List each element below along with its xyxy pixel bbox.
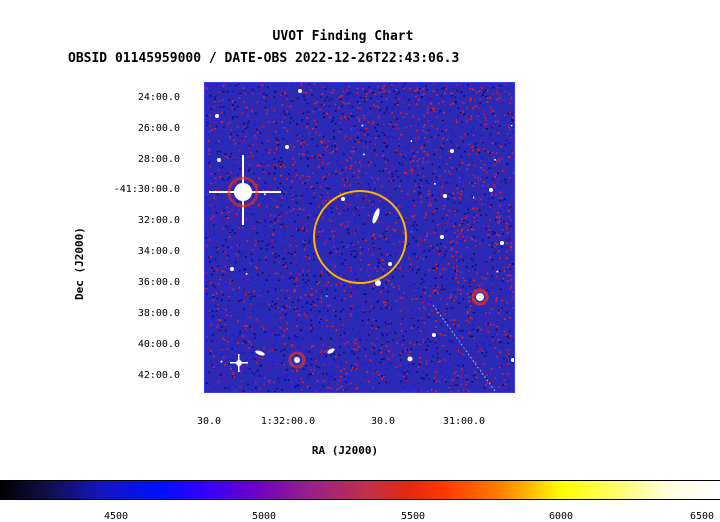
y-tick-label: 40:00.0 [138, 339, 180, 350]
x-axis-label: RA (J2000) [0, 444, 690, 457]
star [285, 145, 289, 149]
star [500, 241, 504, 245]
star [432, 333, 436, 337]
star [298, 89, 302, 93]
colorbar-tick-label: 5000 [252, 511, 276, 522]
star [408, 357, 413, 362]
y-axis-label: Dec (J2000) [73, 227, 86, 300]
y-tick-label: 32:00.0 [138, 215, 180, 226]
chart-title: UVOT Finding Chart [0, 29, 686, 44]
star [388, 262, 392, 266]
x-tick-label: 31:00.0 [443, 416, 485, 427]
y-tick-label: 34:00.0 [138, 246, 180, 257]
star [489, 188, 493, 192]
y-tick-label: 38:00.0 [138, 308, 180, 319]
x-tick-label: 30.0 [371, 416, 395, 427]
y-tick-label: -41:30:00.0 [114, 184, 180, 195]
star [215, 114, 219, 118]
x-tick-label: 30.0 [197, 416, 221, 427]
x-tick-label: 1:32:00.0 [261, 416, 315, 427]
y-tick-label: 28:00.0 [138, 154, 180, 165]
colorbar-tick-label: 6500 [690, 511, 714, 522]
star [511, 358, 515, 362]
colorbar-tick-label: 4500 [104, 511, 128, 522]
star [440, 235, 444, 239]
star [450, 149, 454, 153]
y-tick-label: 42:00.0 [138, 370, 180, 381]
chart-subtitle: OBSID 01145959000 / DATE-OBS 2022-12-26T… [68, 51, 459, 66]
y-tick-label: 24:00.0 [138, 92, 180, 103]
star [443, 194, 447, 198]
colorbar-tick-label: 6000 [549, 511, 573, 522]
colorbar-tick-label: 5500 [401, 511, 425, 522]
sky-image[interactable] [204, 82, 515, 393]
y-tick-label: 36:00.0 [138, 277, 180, 288]
y-tick-label: 26:00.0 [138, 123, 180, 134]
colorbar [0, 480, 720, 500]
star [341, 197, 345, 201]
star [230, 267, 234, 271]
star [217, 158, 221, 162]
